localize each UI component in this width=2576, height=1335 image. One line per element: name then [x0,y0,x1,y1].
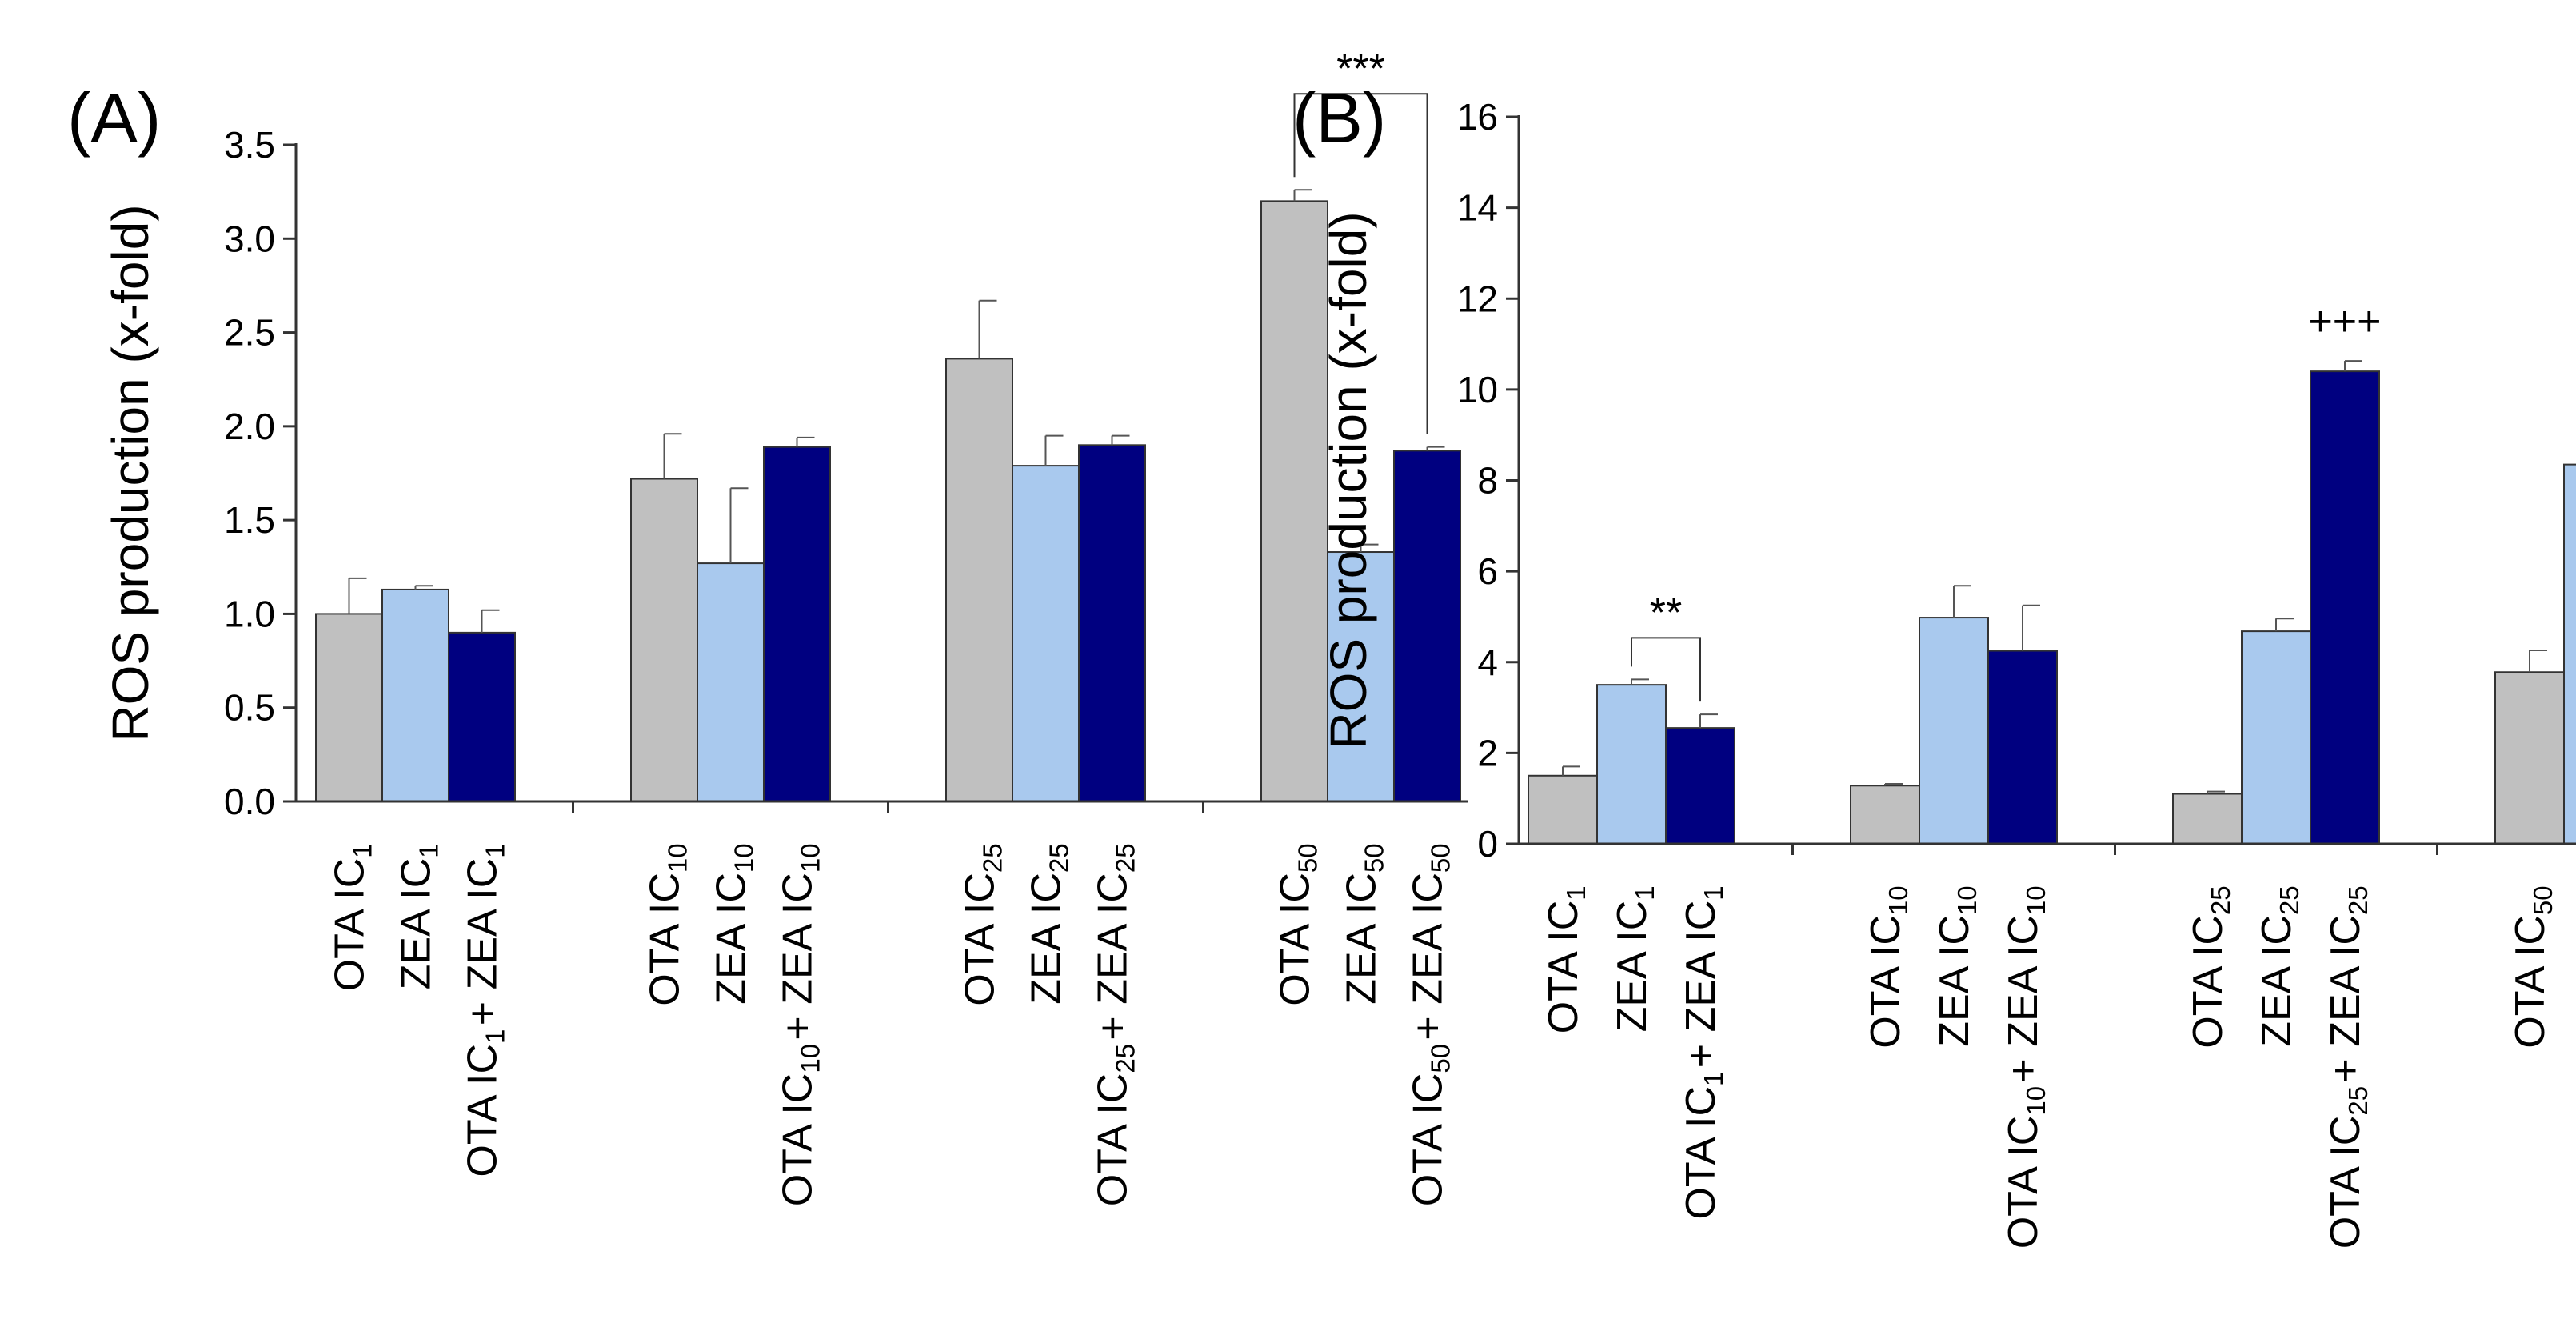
significance-label: +++ [2308,298,2381,345]
significance-label: ** [1650,590,1682,636]
category-label: OTA IC10 [1863,882,1913,1049]
bar [1260,200,1328,803]
category-label: OTA IC1 + ZEA IC1 [460,840,510,1177]
bar [2494,671,2565,845]
bar [2310,370,2380,845]
bar [1528,774,1598,845]
category-label: OTA IC10 [642,840,693,1006]
category-label: OTA IC25 [957,840,1008,1006]
significance-label: *** [1336,46,1385,92]
bar [945,358,1013,802]
category-label: OTA IC50 + ZEA IC50 [1405,840,1456,1206]
panel-label: (B) [1292,78,1386,158]
bar [763,446,831,802]
bar [1987,650,2058,845]
bar [1393,450,1461,802]
panel-label: (A) [67,78,161,158]
bar [1665,727,1735,845]
category-label: OTA IC50 [2507,882,2558,1049]
panel-a: (A) ROS production (x-fold) OTA IC1 ZEA IC… [67,46,1468,1206]
y-tick-label: 1.5 [224,499,275,541]
category-label: ZEA IC1 [1609,882,1659,1032]
category-label: ZEA IC10 [1931,882,1982,1047]
y-tick-label: 0 [1477,823,1498,865]
category-label: ZEA IC10 [709,840,759,1005]
bar [2241,630,2311,845]
y-tick-label: 8 [1477,460,1498,502]
y-tick-label: 14 [1457,187,1498,229]
bar [697,562,765,802]
category-label: OTA IC25 + ZEA IC25 [1090,840,1140,1206]
y-tick-label: 10 [1457,369,1498,410]
bar [630,478,698,803]
bar [2563,463,2576,845]
bar [315,613,383,803]
bar [1596,684,1667,845]
bar [1327,551,1395,803]
bar [1850,785,1920,845]
category-label: OTA IC1 [327,840,377,991]
y-tick-label: 3.0 [224,218,275,259]
y-tick-label: 0.0 [224,781,275,822]
panel-b: (B) ROS production (x-fold) OTA IC1 ZEA IC… [1292,78,2576,1249]
y-tick-label: 0.5 [224,687,275,729]
bar [381,588,449,802]
category-label: ZEA IC25 [1024,840,1074,1005]
y-tick-label: 16 [1457,96,1498,138]
y-axis-title: ROS production (x-fold) [102,204,159,741]
bar [448,631,516,803]
category-label: OTA IC10 + ZEA IC10 [2000,882,2051,1249]
category-label: OTA IC10 + ZEA IC10 [775,840,825,1206]
bar [1919,617,1989,845]
bar [2172,793,2243,845]
category-label: OTA IC1 + ZEA IC1 [1678,882,1728,1220]
y-tick-label: 2 [1477,732,1498,773]
y-tick-label: 3.5 [224,124,275,166]
category-label: OTA IC50 [1272,840,1323,1006]
y-tick-label: 6 [1477,550,1498,592]
significance-bracket [1293,93,1428,434]
significance-bracket [1631,637,1701,702]
y-tick-label: 12 [1457,278,1498,319]
y-tick-label: 4 [1477,642,1498,683]
category-label: ZEA IC50 [1339,840,1389,1005]
bar [1012,465,1080,802]
category-label: ZEA IC25 [2254,882,2304,1047]
category-label: OTA IC25 + ZEA IC25 [2322,882,2373,1249]
category-label: OTA IC1 [1540,882,1591,1033]
y-tick-label: 2.0 [224,406,275,447]
bar [1078,444,1146,802]
y-tick-label: 1.0 [224,593,275,634]
category-label: ZEA IC1 [393,840,444,989]
category-label: OTA IC25 [2185,882,2235,1049]
y-tick-label: 2.5 [224,312,275,354]
y-axis-title: ROS production (x-fold) [1320,211,1377,749]
